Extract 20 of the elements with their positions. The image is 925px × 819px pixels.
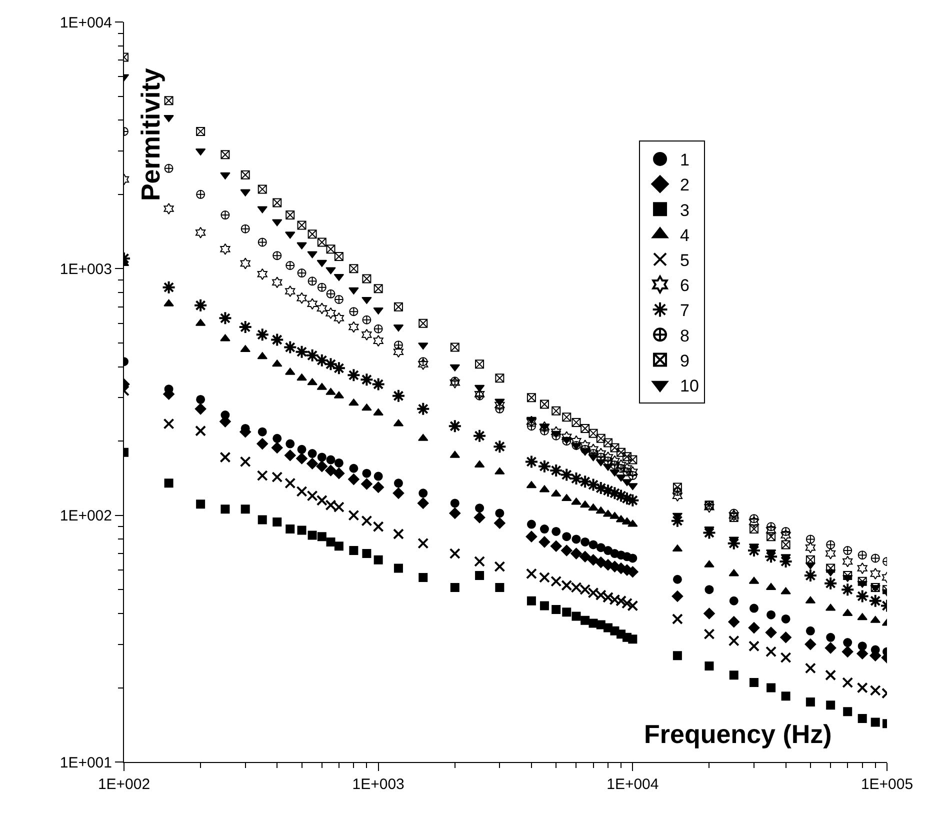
legend-label: 5 <box>680 250 690 270</box>
legend-label: 7 <box>680 301 690 320</box>
legend-label: 4 <box>680 226 690 245</box>
x-tick-label: 1E+003 <box>352 776 404 793</box>
y-tick-label: 1E+001 <box>60 754 112 772</box>
x-tick-label: 1E+004 <box>606 776 659 793</box>
legend-label: 1 <box>680 150 690 170</box>
legend-label: 9 <box>680 351 690 370</box>
legend-label: 8 <box>680 326 690 346</box>
x-axis-title: Frequency (Hz) <box>644 719 832 749</box>
x-tick-label: 1E+002 <box>98 776 150 793</box>
legend-label: 10 <box>680 376 699 396</box>
y-tick-label: 1E+003 <box>60 260 112 278</box>
x-tick-label: 1E+005 <box>860 776 914 793</box>
legend-label: 6 <box>680 276 690 296</box>
y-axis-title: Permitivity <box>135 68 166 202</box>
y-tick-label: 1E+004 <box>60 14 112 32</box>
legend-label: 2 <box>680 176 690 195</box>
y-tick-label: 1E+002 <box>60 508 112 525</box>
legend-label: 3 <box>680 200 690 220</box>
